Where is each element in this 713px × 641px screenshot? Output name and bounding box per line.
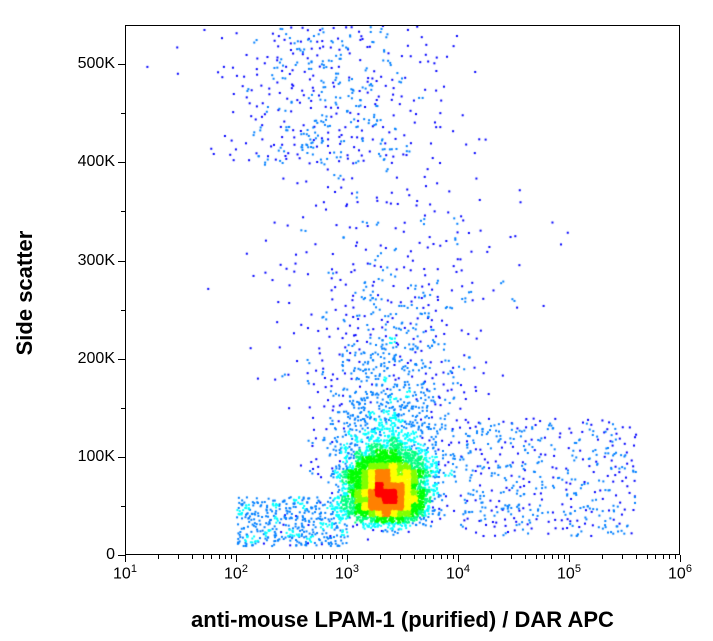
flow-cytometry-chart: Side scatter anti-mouse LPAM-1 (purified… (0, 0, 713, 641)
x-axis-label: anti-mouse LPAM-1 (purified) / DAR APC (125, 607, 680, 633)
y-axis-label: Side scatter (12, 228, 38, 358)
density-scatter (126, 26, 680, 555)
y-tick-label: 100K (55, 448, 115, 466)
x-tick-label: 105 (549, 563, 589, 583)
y-tick-label: 200K (55, 350, 115, 368)
y-tick-label: 300K (55, 252, 115, 270)
x-tick-label: 103 (327, 563, 367, 583)
x-tick-label: 106 (660, 563, 700, 583)
y-tick-label: 400K (55, 153, 115, 171)
x-tick-label: 102 (216, 563, 256, 583)
x-tick-label: 101 (105, 563, 145, 583)
x-tick-label: 104 (438, 563, 478, 583)
y-tick-label: 500K (55, 55, 115, 73)
y-tick-label: 0 (55, 546, 115, 564)
plot-area (125, 25, 680, 555)
